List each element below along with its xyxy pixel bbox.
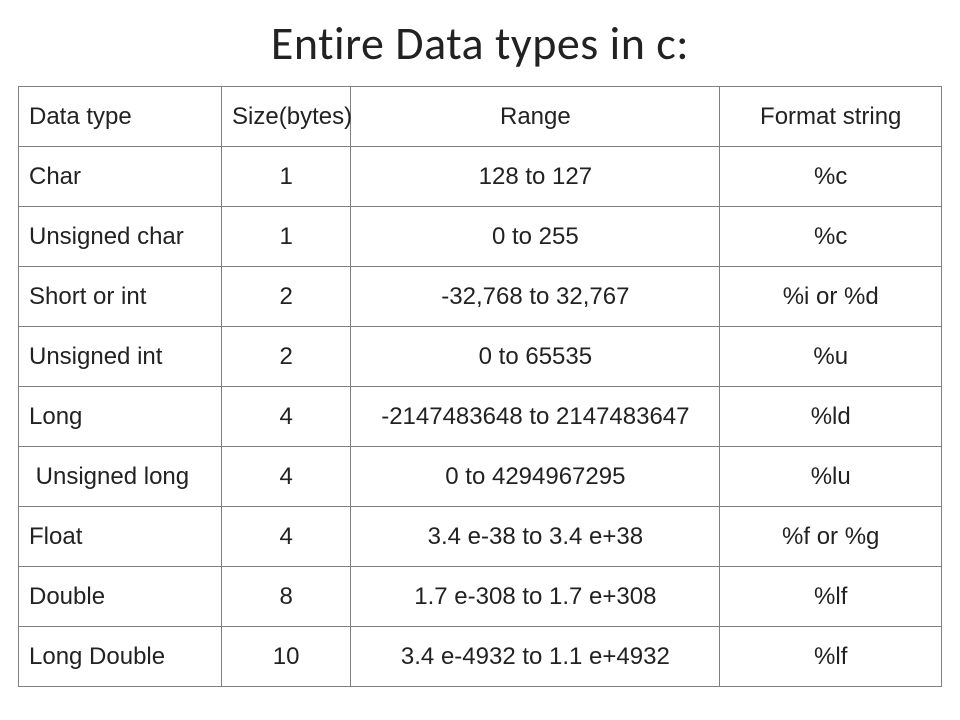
- cell-range: -32,768 to 32,767: [351, 267, 720, 327]
- cell-range: 3.4 e-4932 to 1.1 e+4932: [351, 627, 720, 687]
- cell-format: %ld: [720, 387, 942, 447]
- cell-datatype: Long Double: [19, 627, 222, 687]
- cell-range: 0 to 255: [351, 207, 720, 267]
- cell-format: %lf: [720, 627, 942, 687]
- table-row: Unsigned char 1 0 to 255 %c: [19, 207, 942, 267]
- cell-datatype: Float: [19, 507, 222, 567]
- table-row: Short or int 2 -32,768 to 32,767 %i or %…: [19, 267, 942, 327]
- cell-range: 0 to 4294967295: [351, 447, 720, 507]
- cell-format: %c: [720, 147, 942, 207]
- cell-datatype: Double: [19, 567, 222, 627]
- cell-format: %f or %g: [720, 507, 942, 567]
- col-header-size: Size(bytes): [222, 87, 351, 147]
- table-row: Unsigned int 2 0 to 65535 %u: [19, 327, 942, 387]
- cell-size: 10: [222, 627, 351, 687]
- cell-datatype: Unsigned int: [19, 327, 222, 387]
- table-row: Unsigned long 4 0 to 4294967295 %lu: [19, 447, 942, 507]
- cell-format: %lf: [720, 567, 942, 627]
- cell-size: 2: [222, 327, 351, 387]
- cell-datatype: Short or int: [19, 267, 222, 327]
- slide: Entire Data types in c: Data type Size(b…: [0, 0, 960, 720]
- cell-range: 128 to 127: [351, 147, 720, 207]
- table-row: Char 1 128 to 127 %c: [19, 147, 942, 207]
- cell-range: 3.4 e-38 to 3.4 e+38: [351, 507, 720, 567]
- data-types-table: Data type Size(bytes) Range Format strin…: [18, 86, 942, 687]
- cell-size: 1: [222, 207, 351, 267]
- table-row: Long Double 10 3.4 e-4932 to 1.1 e+4932 …: [19, 627, 942, 687]
- cell-size: 2: [222, 267, 351, 327]
- cell-datatype: Unsigned long: [19, 447, 222, 507]
- table-row: Double 8 1.7 e-308 to 1.7 e+308 %lf: [19, 567, 942, 627]
- cell-range: 1.7 e-308 to 1.7 e+308: [351, 567, 720, 627]
- cell-size: 4: [222, 387, 351, 447]
- table-header-row: Data type Size(bytes) Range Format strin…: [19, 87, 942, 147]
- cell-datatype: Unsigned char: [19, 207, 222, 267]
- cell-range: 0 to 65535: [351, 327, 720, 387]
- cell-format: %u: [720, 327, 942, 387]
- cell-format: %lu: [720, 447, 942, 507]
- col-header-range: Range: [351, 87, 720, 147]
- table-row: Long 4 -2147483648 to 2147483647 %ld: [19, 387, 942, 447]
- cell-size: 1: [222, 147, 351, 207]
- cell-size: 8: [222, 567, 351, 627]
- cell-size: 4: [222, 447, 351, 507]
- col-header-datatype: Data type: [19, 87, 222, 147]
- cell-datatype: Char: [19, 147, 222, 207]
- cell-size: 4: [222, 507, 351, 567]
- cell-range: -2147483648 to 2147483647: [351, 387, 720, 447]
- cell-format: %i or %d: [720, 267, 942, 327]
- cell-datatype: Long: [19, 387, 222, 447]
- table-row: Float 4 3.4 e-38 to 3.4 e+38 %f or %g: [19, 507, 942, 567]
- cell-format: %c: [720, 207, 942, 267]
- col-header-format: Format string: [720, 87, 942, 147]
- page-title: Entire Data types in c:: [18, 16, 942, 72]
